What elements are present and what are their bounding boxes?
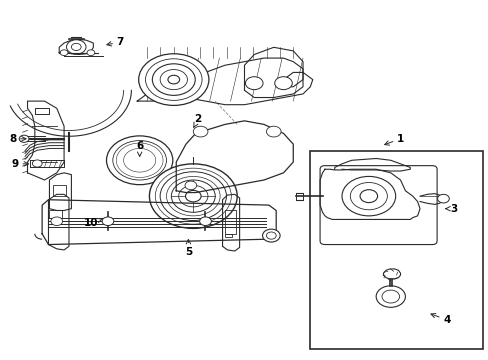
Circle shape [375,286,405,307]
Circle shape [178,185,207,207]
Circle shape [66,40,86,54]
Circle shape [381,290,399,303]
Circle shape [145,59,202,100]
Text: 6: 6 [136,141,143,156]
Circle shape [245,77,263,90]
Circle shape [193,126,207,137]
Circle shape [160,69,187,90]
Circle shape [120,146,159,175]
Text: 10: 10 [83,218,102,228]
Circle shape [155,168,231,224]
Circle shape [71,43,81,50]
Circle shape [266,126,281,137]
Circle shape [266,232,276,239]
Bar [224,234,232,237]
Text: 4: 4 [430,314,449,325]
Circle shape [274,77,292,90]
Text: 1: 1 [384,134,404,145]
Circle shape [185,190,201,202]
Circle shape [184,181,196,190]
Circle shape [32,160,42,167]
Text: 9: 9 [12,159,28,169]
Circle shape [199,217,211,226]
Text: 8: 8 [9,134,26,144]
Circle shape [123,148,156,172]
Circle shape [167,75,179,84]
Bar [295,193,303,200]
Circle shape [134,156,145,165]
Circle shape [341,176,395,216]
Text: 5: 5 [184,239,192,257]
Circle shape [51,217,62,226]
Bar [49,211,61,218]
Circle shape [349,183,386,210]
Circle shape [102,217,114,226]
Circle shape [139,54,208,105]
Circle shape [87,50,95,55]
Circle shape [160,172,226,221]
Bar [53,185,65,196]
FancyBboxPatch shape [320,166,436,244]
Bar [224,211,235,234]
Text: 2: 2 [193,114,202,127]
Circle shape [113,140,166,180]
Circle shape [116,143,163,177]
Circle shape [437,194,448,203]
Circle shape [152,64,195,95]
Circle shape [19,135,29,142]
Circle shape [166,176,220,216]
Circle shape [262,229,280,242]
Circle shape [359,190,377,203]
Circle shape [106,136,172,185]
Text: 3: 3 [445,204,457,214]
Circle shape [149,164,237,228]
Circle shape [171,180,215,212]
Circle shape [127,151,152,169]
Bar [310,151,483,348]
Circle shape [60,50,68,55]
Text: 7: 7 [107,37,123,47]
